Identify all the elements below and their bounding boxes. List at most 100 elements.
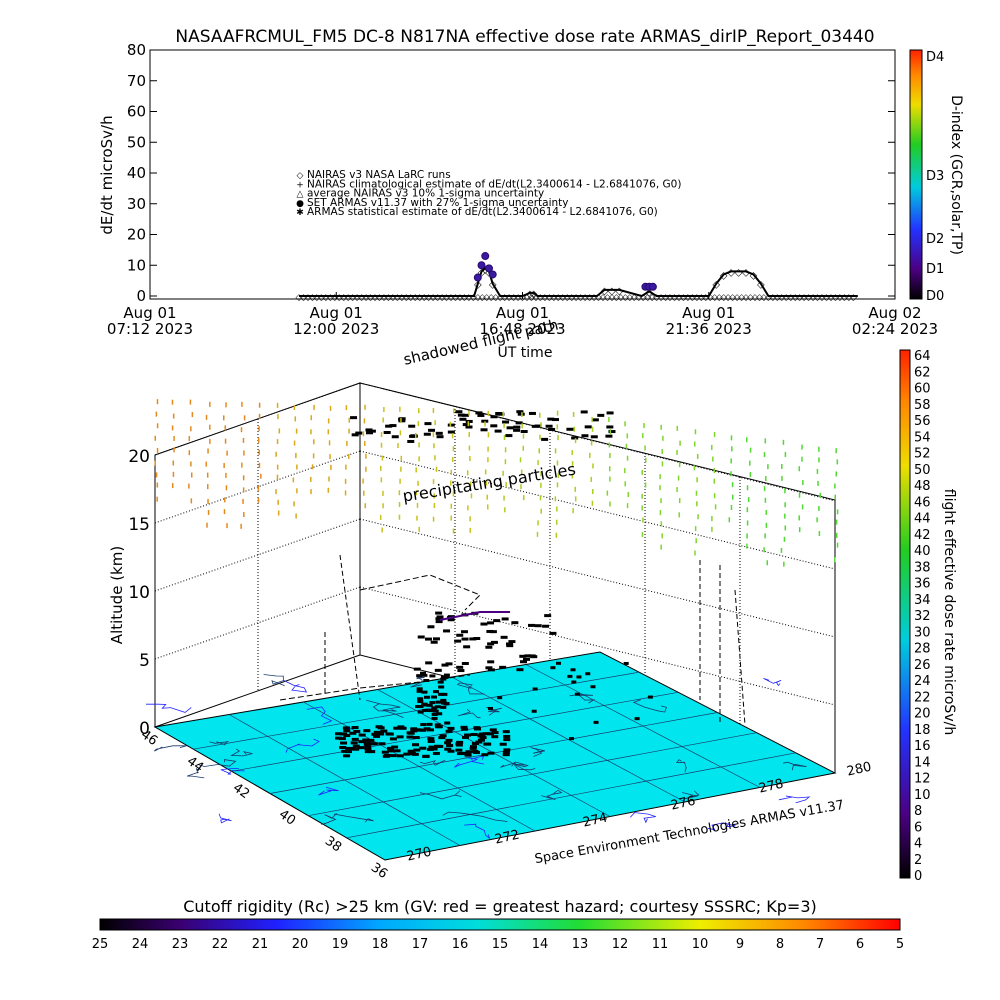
x-tick-time: 02:24 2023 <box>852 320 938 338</box>
particle-mark <box>694 526 697 532</box>
particle-mark <box>276 464 279 470</box>
particle-mark <box>818 505 820 511</box>
particle-mark <box>487 457 489 463</box>
particle-mark <box>659 474 661 480</box>
track-mark <box>580 410 588 414</box>
particle-mark <box>363 490 365 496</box>
dose-tick-label: 24 <box>914 674 931 689</box>
track-mark <box>438 685 445 689</box>
particle-mark <box>415 467 417 473</box>
particle-mark <box>432 516 435 522</box>
track-mark <box>460 725 468 729</box>
particle-mark <box>380 477 383 483</box>
particle-mark <box>521 423 523 429</box>
track-mark <box>423 432 431 436</box>
particle-mark <box>258 449 260 455</box>
particle-mark <box>678 462 681 468</box>
particle-mark <box>763 547 765 553</box>
particle-mark <box>574 486 576 492</box>
particle-mark <box>730 435 733 441</box>
particle-mark <box>345 405 348 411</box>
series-marker-point: ◇ <box>757 280 765 291</box>
longitude-tick-label: 276 <box>669 793 697 813</box>
dindex-ticks: D0 D1 D2 D3 D4 <box>926 50 944 304</box>
legend-label: SET ARMAS v11.37 with 27% 1-sigma uncert… <box>307 197 569 209</box>
particle-mark <box>417 480 419 486</box>
particle-mark <box>644 445 646 451</box>
particle-mark <box>520 484 522 490</box>
series-marker-baseline: ◇ <box>716 293 723 303</box>
coastline-segment <box>263 674 285 686</box>
particle-mark <box>746 533 748 539</box>
series-marker-baseline: ◇ <box>734 293 741 303</box>
track-mark <box>445 729 453 733</box>
dose-tick-label: 4 <box>914 837 922 852</box>
track-mark <box>371 732 379 736</box>
track-mark <box>501 617 509 621</box>
track-mark <box>462 735 470 739</box>
particle-mark <box>329 405 332 411</box>
track-mark <box>503 734 511 738</box>
track-mark <box>373 734 381 738</box>
particle-mark <box>798 466 801 472</box>
particle-mark <box>659 485 661 491</box>
track-mark <box>393 726 401 730</box>
track-mark <box>480 428 488 432</box>
top-series: ◇◇◇◇◇◇◇◇◇◇◇◇◇◇◇◇◇◇◇◇◇◇◇◇◇◇◇◇◇◇◇◇◇◇◇◇◇◇◇◇… <box>296 252 858 303</box>
track-mark <box>441 663 449 667</box>
legend-symbol-triangle: △ <box>297 190 304 200</box>
track-mark <box>454 639 462 643</box>
rigidity-tick-label: 23 <box>172 937 189 952</box>
coastline-segment <box>530 747 545 757</box>
y-tick-label: 10 <box>127 256 146 274</box>
particle-mark <box>661 448 663 454</box>
coastline-segment <box>464 823 491 839</box>
series-marker-baseline: ◇ <box>532 293 539 303</box>
coastline-segment <box>321 813 337 825</box>
particle-mark <box>327 487 330 493</box>
track-mark <box>487 660 495 664</box>
track-mark <box>528 411 536 415</box>
track-mark <box>605 434 613 438</box>
track-mark <box>516 410 524 414</box>
track-mark <box>478 733 486 737</box>
track-mark <box>419 671 426 675</box>
particle-mark <box>780 547 783 553</box>
track-mark <box>481 419 489 423</box>
track-mark <box>435 611 443 615</box>
track-mark <box>422 754 430 758</box>
track-mark <box>410 434 418 438</box>
track-mark <box>419 746 427 750</box>
particle-mark <box>468 445 471 451</box>
track-mark <box>424 695 431 699</box>
track-mark <box>385 732 393 736</box>
particle-mark <box>207 498 209 504</box>
particle-mark <box>243 415 246 421</box>
track-mark <box>389 424 397 428</box>
particle-mark <box>784 502 786 508</box>
track-mark <box>429 674 436 678</box>
particle-mark <box>798 527 801 533</box>
track-mark <box>406 731 414 735</box>
coastline-segment <box>230 748 253 757</box>
coastline-segment <box>218 813 232 824</box>
particle-mark <box>206 522 208 528</box>
particle-mark <box>556 506 558 512</box>
particle-mark <box>313 404 315 410</box>
particle-mark <box>172 413 175 419</box>
track-mark <box>531 709 537 713</box>
particle-mark <box>242 487 245 493</box>
track-mark <box>499 742 507 746</box>
dindex-tick-label: D0 <box>926 289 944 304</box>
track-mark <box>437 680 444 684</box>
particle-mark <box>522 495 525 501</box>
particle-mark <box>556 410 559 416</box>
track-mark <box>409 752 417 756</box>
track-mark <box>520 660 528 664</box>
series-marker-baseline: ◇ <box>358 293 365 303</box>
particle-mark <box>276 439 279 445</box>
dose-tick-label: 14 <box>914 755 931 770</box>
track-mark <box>485 645 493 649</box>
track-mark <box>571 680 577 684</box>
particle-mark <box>730 458 732 464</box>
